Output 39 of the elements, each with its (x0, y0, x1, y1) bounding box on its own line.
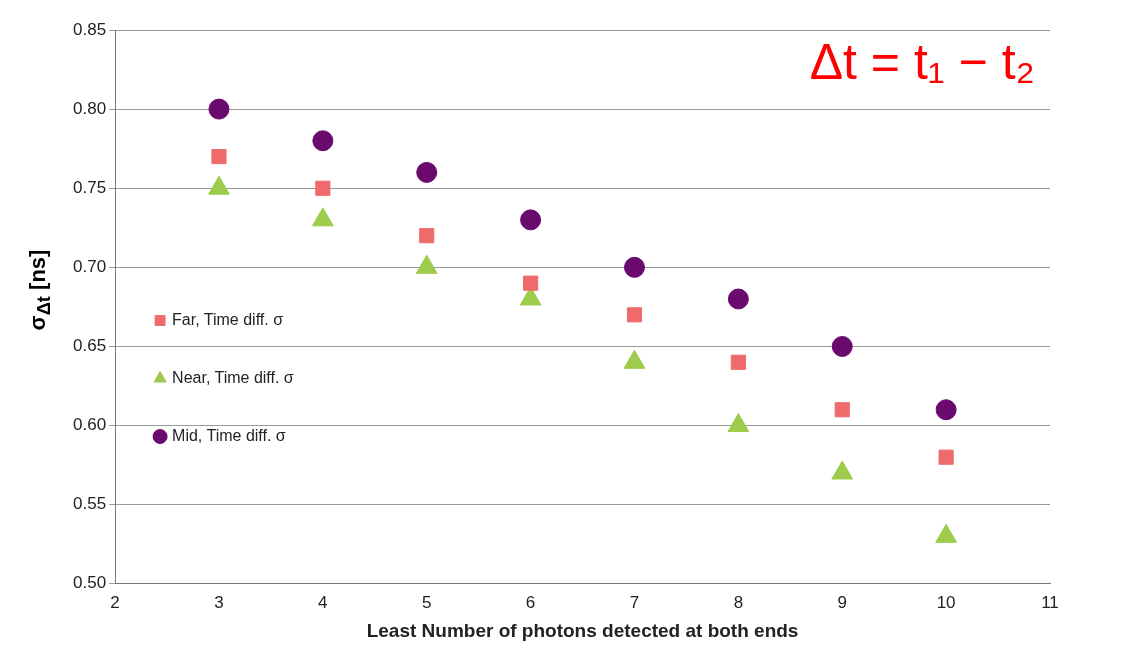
y-tick-label: 0.65 (72, 336, 107, 356)
x-tick-label: 7 (629, 592, 640, 612)
x-tick-label: 11 (1041, 592, 1059, 612)
point (727, 288, 749, 310)
point (312, 130, 334, 152)
x-tick-label: 5 (421, 592, 432, 612)
point (831, 335, 853, 357)
point (523, 275, 539, 291)
legend-label: Near, Time diff. σ (172, 368, 294, 386)
x-tick-label: 10 (936, 592, 956, 612)
point (315, 180, 331, 196)
point (935, 399, 957, 421)
x-tick-label: 6 (525, 592, 536, 612)
point (208, 98, 230, 120)
point (419, 228, 435, 244)
y-tick-label: 0.60 (72, 415, 107, 435)
y-tick-label: 0.80 (72, 98, 107, 118)
x-tick-label: 3 (214, 592, 224, 612)
x-tick-label: 8 (733, 592, 744, 612)
legend-label: Mid, Time diff. σ (172, 426, 286, 444)
y-tick-label: 0.50 (72, 573, 107, 593)
x-tick-label: 9 (837, 592, 847, 612)
point (834, 402, 850, 418)
x-tick-label: 4 (318, 592, 328, 612)
annotation: Δt = t₁ − t₂ (809, 33, 1035, 90)
y-tick-label: 0.75 (72, 177, 107, 197)
point (520, 209, 542, 231)
point (416, 161, 438, 183)
y-tick-label: 0.85 (72, 19, 107, 39)
y-tick-label: 0.55 (72, 494, 107, 514)
x-tick-label: 2 (110, 592, 120, 612)
y-tick-label: 0.70 (72, 257, 107, 277)
point (626, 307, 643, 323)
legend-label: Far, Time diff. σ (172, 310, 284, 328)
point (211, 149, 227, 165)
point (938, 449, 954, 465)
point (623, 256, 645, 278)
point (730, 354, 746, 370)
x-axis-title: Least Number of photons detected at both ends (366, 619, 799, 641)
